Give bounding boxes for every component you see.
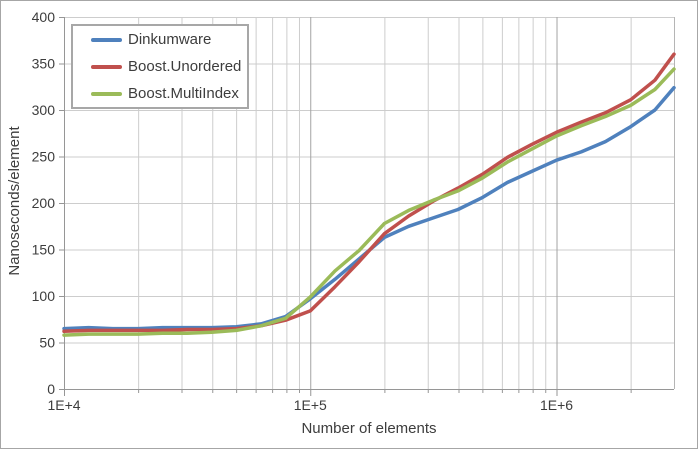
- y-tick-label: 250: [32, 148, 56, 164]
- x-tick-label: 1E+6: [540, 397, 573, 413]
- x-axis-title: Number of elements: [301, 420, 437, 437]
- legend-line-swatch: [91, 91, 122, 96]
- y-tick-label: 300: [32, 102, 56, 118]
- legend-label: Dinkumware: [128, 31, 212, 48]
- y-axis-title: Nanoseconds/element: [6, 126, 23, 276]
- tick-labels: 0 50 100 150 200 250 300 350 400 1E+4 1E+5 1E+6: [32, 9, 574, 413]
- series-lines: [62, 52, 676, 337]
- legend-label: Boost.MultiIndex: [128, 85, 239, 102]
- y-tick-label: 200: [32, 195, 56, 211]
- legend-label: Boost.Unordered: [128, 58, 242, 75]
- x-tick-label: 1E+4: [47, 397, 80, 413]
- y-tick-label: 0: [47, 381, 55, 397]
- series-line-boost-unordered: [62, 52, 676, 334]
- y-tick-label: 350: [32, 55, 56, 71]
- x-tick-label: 1E+5: [294, 397, 327, 413]
- legend-line-swatch: [91, 37, 122, 42]
- legend-item-boost-unordered: Boost.Unordered: [91, 58, 247, 75]
- series-line-boost-multiindex: [62, 67, 676, 337]
- y-tick-label: 400: [32, 9, 56, 25]
- y-tick-label: 150: [32, 241, 56, 257]
- legend-item-boost-multiindex: Boost.MultiIndex: [91, 85, 247, 102]
- legend: Dinkumware Boost.Unordered Boost.MultiInde…: [71, 24, 249, 109]
- legend-line-swatch: [91, 64, 122, 69]
- y-tick-label: 50: [39, 334, 55, 350]
- legend-item-dinkumware: Dinkumware: [91, 31, 247, 48]
- y-tick-label: 100: [32, 288, 56, 304]
